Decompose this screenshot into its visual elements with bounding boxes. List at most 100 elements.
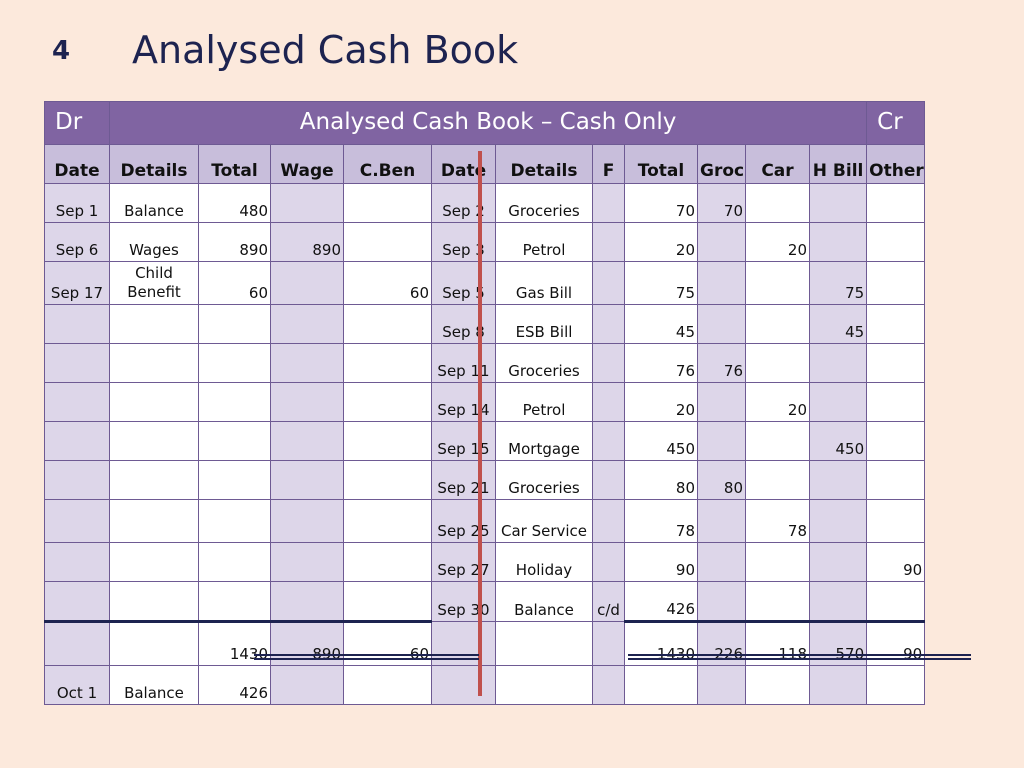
cell-dr-wage <box>270 665 344 705</box>
cell-cr-car <box>745 304 810 344</box>
cell-cr-folio <box>592 460 625 500</box>
cell-cr-date: Sep 25 <box>431 499 496 543</box>
cell-cr-date: Sep 15 <box>431 421 496 461</box>
cell-cr-car <box>745 460 810 500</box>
cell-dr-total <box>198 304 271 344</box>
cell-cr-total: 75 <box>624 261 698 305</box>
cell-cr-details: Balance <box>495 581 593 622</box>
cell-dr-total <box>198 421 271 461</box>
cell-dr-cben <box>343 343 432 383</box>
cell-cr-folio <box>592 665 625 705</box>
cell-cr-groc <box>697 581 746 622</box>
cell-cr-car: 78 <box>745 499 810 543</box>
cell-dr-details <box>109 343 199 383</box>
table-row: Oct 1 Balance 426 <box>44 665 926 705</box>
cell-cr-date: Sep 14 <box>431 382 496 422</box>
cell-cr-details <box>495 621 593 666</box>
cell-dr-date <box>44 620 110 666</box>
cell-cr-other <box>866 382 926 422</box>
cell-dr-details <box>109 620 199 666</box>
cell-dr-details <box>109 382 199 422</box>
cell-cr-other <box>866 183 926 223</box>
column-header-cr-date: Date <box>431 144 496 184</box>
cell-dr-cben <box>343 183 432 223</box>
cell-dr-cben <box>343 421 432 461</box>
credit-double-underline-1 <box>628 654 971 656</box>
cell-cr-hbill <box>808 665 868 705</box>
cell-dr-total <box>198 460 271 500</box>
table-row: Sep 27 Holiday 90 90 <box>44 542 926 582</box>
cell-cr-car <box>745 261 810 305</box>
cell-cr-groc <box>697 261 746 305</box>
cell-cr-hbill <box>808 183 868 223</box>
cell-dr-wage <box>270 499 344 543</box>
cell-dr-details: Child Benefit <box>109 261 199 305</box>
cell-dr-wage <box>270 421 344 461</box>
cell-cr-hbill <box>808 581 868 622</box>
cell-dr-total <box>198 343 271 383</box>
slide-title: Analysed Cash Book <box>132 28 519 72</box>
cell-dr-total <box>198 581 271 622</box>
cell-cr-details: Petrol <box>495 222 593 262</box>
cell-cr-date: Sep 3 <box>431 222 496 262</box>
cell-dr-cben <box>343 499 432 543</box>
cell-dr-wage <box>270 460 344 500</box>
cell-cr-folio <box>592 542 625 582</box>
cell-dr-date <box>44 304 110 344</box>
cell-dr-details: Wages <box>109 222 199 262</box>
cell-cr-total: 450 <box>624 421 698 461</box>
cell-dr-details <box>109 499 199 543</box>
cell-cr-groc <box>697 542 746 582</box>
cell-cr-total: 20 <box>624 382 698 422</box>
cell-dr-cben <box>343 542 432 582</box>
cr-label: Cr <box>866 101 926 145</box>
cell-cr-folio <box>592 222 625 262</box>
debit-double-underline-1 <box>254 654 479 656</box>
cell-cr-details: Groceries <box>495 343 593 383</box>
cell-cr-date <box>431 665 496 705</box>
child-benefit-line-1: Child <box>135 264 173 282</box>
cell-cr-groc: 80 <box>697 460 746 500</box>
cell-cr-other <box>866 499 926 543</box>
cell-cr-date: Sep 8 <box>431 304 496 344</box>
cell-dr-wage <box>270 304 344 344</box>
cell-cr-hbill <box>808 343 868 383</box>
column-header-cr-folio: F <box>592 144 625 184</box>
cell-cr-car <box>745 343 810 383</box>
cell-cr-folio <box>592 304 625 344</box>
cell-cr-folio <box>592 261 625 305</box>
cell-cr-total <box>624 665 698 705</box>
cell-dr-wage <box>270 261 344 305</box>
cell-cr-folio: c/d <box>592 581 625 622</box>
table-row: Sep 1 Balance 480 Sep 2 Groceries 70 70 <box>44 183 926 223</box>
cell-dr-cben <box>343 581 432 622</box>
cell-dr-cben <box>343 382 432 422</box>
table-title: Analysed Cash Book – Cash Only <box>108 101 868 145</box>
cell-cr-groc <box>697 382 746 422</box>
cell-dr-details <box>109 421 199 461</box>
cell-cr-hbill: 75 <box>808 261 868 305</box>
cell-cr-details: Groceries <box>495 183 593 223</box>
cell-cr-total: 70 <box>624 183 698 223</box>
cell-cr-car <box>745 183 810 223</box>
child-benefit-line-2: Benefit <box>127 283 181 301</box>
table-row: Sep 15 Mortgage 450 450 <box>44 421 926 461</box>
cell-dr-total <box>198 542 271 582</box>
cell-dr-cben <box>343 304 432 344</box>
column-header-cr-total: Total <box>624 144 698 184</box>
table-row: Sep 17 Child Benefit 60 60 Sep 5 Gas Bill 75 75 <box>44 261 926 305</box>
cell-cr-car <box>745 581 810 622</box>
cell-dr-date: Oct 1 <box>44 665 110 705</box>
cell-cr-other <box>866 665 926 705</box>
column-header-cr-groc: Groc <box>697 144 746 184</box>
cell-cr-folio <box>592 183 625 223</box>
cell-cr-groc <box>697 499 746 543</box>
cell-cr-total: 426 <box>624 581 698 622</box>
table-row: Sep 21 Groceries 80 80 <box>44 460 926 500</box>
cell-cr-other <box>866 421 926 461</box>
cell-cr-total: 20 <box>624 222 698 262</box>
cell-dr-cben <box>343 665 432 705</box>
debit-double-underline-2 <box>254 658 479 660</box>
slide-number: 4 <box>52 36 71 66</box>
cell-cr-other <box>866 304 926 344</box>
